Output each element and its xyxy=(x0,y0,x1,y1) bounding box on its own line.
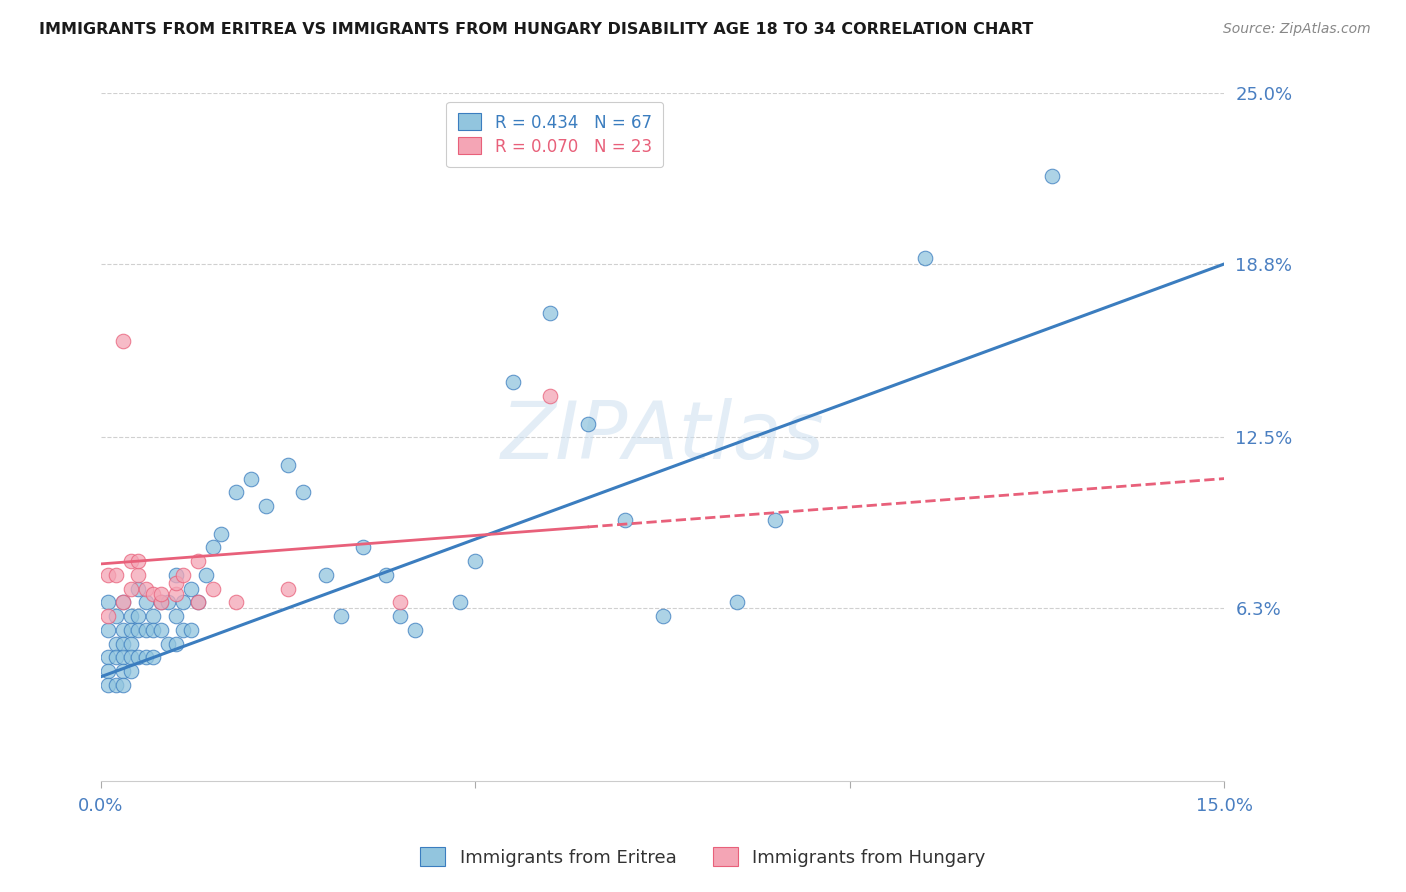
Point xyxy=(120,582,142,596)
Point xyxy=(464,554,486,568)
Text: Source: ZipAtlas.com: Source: ZipAtlas.com xyxy=(1223,22,1371,37)
Point xyxy=(97,595,120,609)
Point xyxy=(97,678,120,692)
Point xyxy=(449,595,471,609)
Point xyxy=(352,541,374,555)
Point xyxy=(112,664,135,678)
Point xyxy=(127,582,149,596)
Point xyxy=(97,568,120,582)
Point xyxy=(651,609,673,624)
Point xyxy=(225,485,247,500)
Point xyxy=(165,609,187,624)
Point xyxy=(149,595,172,609)
Point xyxy=(97,609,120,624)
Point xyxy=(576,417,599,431)
Point xyxy=(112,678,135,692)
Point xyxy=(112,595,135,609)
Point xyxy=(104,678,127,692)
Point xyxy=(172,568,194,582)
Point xyxy=(187,595,209,609)
Point xyxy=(135,650,157,665)
Point xyxy=(194,568,217,582)
Point xyxy=(180,623,202,637)
Point xyxy=(97,623,120,637)
Point xyxy=(254,499,277,513)
Point xyxy=(135,623,157,637)
Point xyxy=(374,568,396,582)
Point xyxy=(389,609,412,624)
Point xyxy=(329,609,352,624)
Point xyxy=(120,664,142,678)
Point xyxy=(104,568,127,582)
Point xyxy=(120,609,142,624)
Legend: R = 0.434   N = 67, R = 0.070   N = 23: R = 0.434 N = 67, R = 0.070 N = 23 xyxy=(446,102,664,167)
Point xyxy=(292,485,315,500)
Point xyxy=(120,623,142,637)
Point xyxy=(404,623,426,637)
Point xyxy=(97,664,120,678)
Point xyxy=(389,595,412,609)
Point xyxy=(127,650,149,665)
Point xyxy=(104,637,127,651)
Point xyxy=(239,472,262,486)
Point xyxy=(127,623,149,637)
Point xyxy=(112,650,135,665)
Point xyxy=(112,595,135,609)
Point xyxy=(202,541,225,555)
Point xyxy=(209,526,232,541)
Point xyxy=(315,568,337,582)
Point xyxy=(538,389,561,403)
Point xyxy=(104,609,127,624)
Point xyxy=(727,595,749,609)
Point xyxy=(135,595,157,609)
Point xyxy=(614,513,637,527)
Point xyxy=(149,623,172,637)
Point xyxy=(538,306,561,320)
Point xyxy=(120,650,142,665)
Text: IMMIGRANTS FROM ERITREA VS IMMIGRANTS FROM HUNGARY DISABILITY AGE 18 TO 34 CORRE: IMMIGRANTS FROM ERITREA VS IMMIGRANTS FR… xyxy=(39,22,1033,37)
Point xyxy=(157,595,180,609)
Point xyxy=(1040,169,1063,183)
Point xyxy=(165,576,187,591)
Point xyxy=(502,376,524,390)
Point xyxy=(914,252,936,266)
Point xyxy=(172,623,194,637)
Point xyxy=(135,582,157,596)
Point xyxy=(149,587,172,601)
Point xyxy=(157,637,180,651)
Text: ZIPAtlas: ZIPAtlas xyxy=(501,399,824,476)
Point xyxy=(180,582,202,596)
Point xyxy=(142,650,165,665)
Point xyxy=(149,595,172,609)
Point xyxy=(112,334,135,348)
Point xyxy=(97,650,120,665)
Point xyxy=(104,650,127,665)
Point xyxy=(112,637,135,651)
Point xyxy=(277,582,299,596)
Point xyxy=(763,513,786,527)
Point xyxy=(142,587,165,601)
Point xyxy=(165,587,187,601)
Point xyxy=(127,554,149,568)
Legend: Immigrants from Eritrea, Immigrants from Hungary: Immigrants from Eritrea, Immigrants from… xyxy=(413,840,993,874)
Point xyxy=(120,554,142,568)
Point xyxy=(142,609,165,624)
Point xyxy=(202,582,225,596)
Point xyxy=(127,568,149,582)
Point xyxy=(277,458,299,472)
Point xyxy=(225,595,247,609)
Point xyxy=(127,609,149,624)
Point xyxy=(187,595,209,609)
Point xyxy=(165,568,187,582)
Point xyxy=(187,554,209,568)
Point xyxy=(120,637,142,651)
Point xyxy=(112,623,135,637)
Point xyxy=(165,637,187,651)
Point xyxy=(172,595,194,609)
Point xyxy=(142,623,165,637)
